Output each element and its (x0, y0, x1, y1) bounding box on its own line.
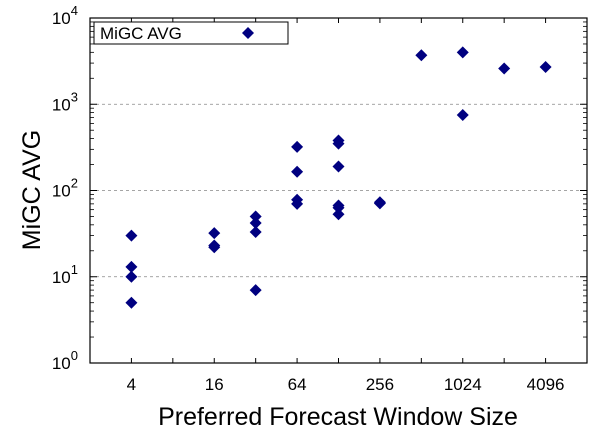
legend: MiGC AVG (93, 21, 289, 45)
y-tick-exponent: 3 (71, 89, 78, 104)
x-tick-label: 1024 (444, 375, 482, 394)
data-point (332, 201, 345, 214)
y-tick-exponent: 1 (71, 262, 78, 277)
data-point (456, 46, 469, 59)
x-tick-label: 64 (288, 375, 307, 394)
legend-box (93, 21, 289, 45)
data-point (291, 140, 304, 153)
y-tick-base: 10 (52, 354, 71, 373)
data-point (332, 208, 345, 221)
y-tick-base: 10 (52, 268, 71, 287)
data-point (125, 270, 138, 283)
legend-marker (242, 27, 254, 39)
data-point (249, 216, 262, 229)
grid-lines (90, 103, 587, 278)
data-point (249, 210, 262, 223)
y-tick-label: 104 (52, 3, 78, 28)
y-tick-base: 10 (52, 182, 71, 201)
x-axis-title: Preferred Forecast Window Size (158, 403, 518, 431)
y-tick-base: 10 (52, 9, 71, 28)
x-tick-label: 4 (127, 375, 136, 394)
y-tick-label: 101 (52, 262, 78, 287)
y-axis-title: MiGC AVG (18, 130, 46, 250)
data-point (291, 197, 304, 210)
y-tick-base: 10 (52, 95, 71, 114)
y-tick-label: 100 (52, 348, 78, 373)
legend-label: MiGC AVG (100, 24, 182, 43)
y-tick-exponent: 2 (71, 176, 78, 191)
data-point (208, 241, 221, 254)
data-point (539, 61, 552, 74)
data-point (291, 165, 304, 178)
data-point (415, 49, 428, 62)
data-point (125, 296, 138, 309)
data-point (249, 226, 262, 239)
data-point (249, 284, 262, 297)
data-point (373, 197, 386, 210)
x-tick-label: 256 (366, 375, 394, 394)
data-point (332, 160, 345, 173)
y-tick-exponent: 4 (71, 3, 78, 18)
y-tick-exponent: 0 (71, 348, 78, 363)
data-points (125, 46, 552, 309)
x-tick-label: 16 (205, 375, 224, 394)
data-point (125, 260, 138, 273)
data-point (498, 62, 511, 75)
data-point (456, 109, 469, 122)
data-point (125, 229, 138, 242)
x-tick-label: 4096 (527, 375, 565, 394)
y-tick-label: 103 (52, 89, 78, 114)
data-point (332, 137, 345, 150)
data-point (208, 227, 221, 240)
y-tick-label: 102 (52, 176, 78, 201)
